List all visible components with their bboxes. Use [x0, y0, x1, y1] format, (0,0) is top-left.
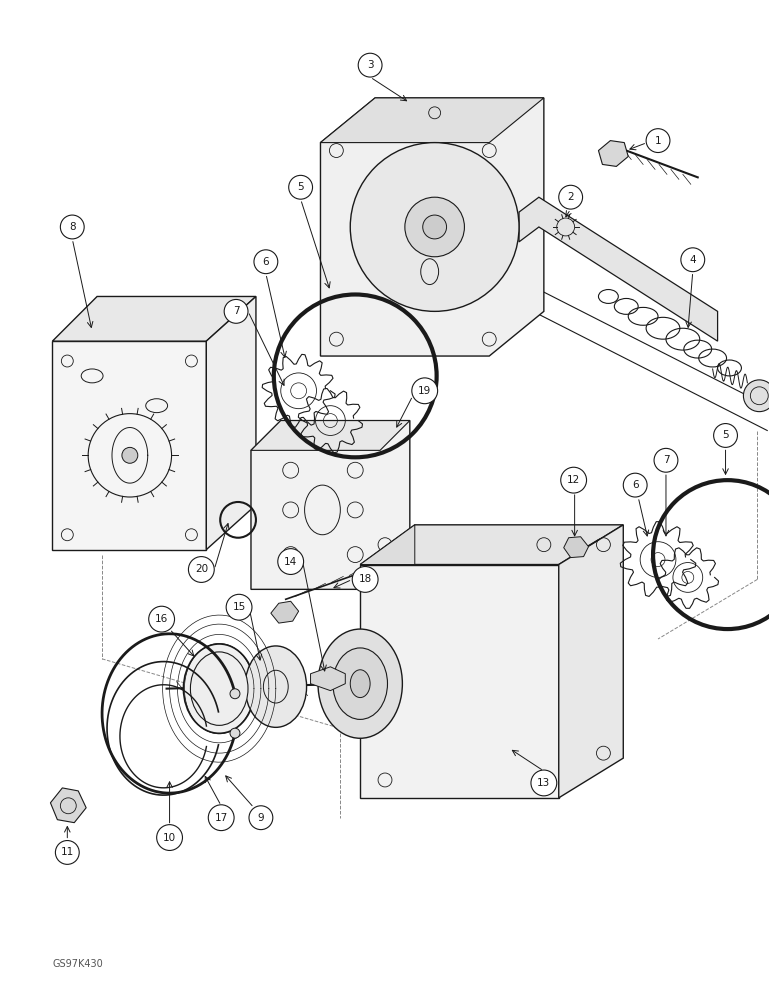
Circle shape — [405, 197, 465, 257]
Polygon shape — [559, 525, 623, 798]
Text: 1: 1 — [655, 136, 662, 146]
Ellipse shape — [191, 652, 248, 725]
Ellipse shape — [318, 629, 402, 738]
Circle shape — [560, 467, 587, 493]
Polygon shape — [519, 197, 718, 341]
Circle shape — [623, 473, 647, 497]
Circle shape — [289, 175, 313, 199]
Text: 19: 19 — [418, 386, 432, 396]
Polygon shape — [310, 667, 345, 691]
Circle shape — [122, 447, 137, 463]
Circle shape — [230, 728, 240, 738]
Circle shape — [681, 248, 705, 272]
Circle shape — [411, 378, 438, 404]
Text: 8: 8 — [69, 222, 76, 232]
Polygon shape — [361, 525, 415, 565]
Circle shape — [188, 557, 215, 582]
Text: 12: 12 — [567, 475, 581, 485]
Text: GS97K430: GS97K430 — [52, 959, 103, 969]
Polygon shape — [251, 421, 410, 589]
Text: 7: 7 — [662, 455, 669, 465]
Polygon shape — [361, 525, 623, 565]
Circle shape — [278, 549, 303, 574]
Polygon shape — [52, 296, 256, 341]
Text: 18: 18 — [358, 574, 372, 584]
Text: 9: 9 — [258, 813, 264, 823]
Circle shape — [531, 770, 557, 796]
Text: 14: 14 — [284, 557, 297, 567]
Text: 13: 13 — [537, 778, 550, 788]
Circle shape — [423, 215, 446, 239]
Circle shape — [743, 380, 772, 412]
Polygon shape — [361, 565, 559, 798]
Text: 11: 11 — [61, 847, 74, 857]
Text: 6: 6 — [262, 257, 269, 267]
Text: 4: 4 — [689, 255, 696, 265]
Circle shape — [149, 606, 174, 632]
Circle shape — [646, 129, 670, 153]
Polygon shape — [598, 141, 628, 166]
Ellipse shape — [184, 644, 255, 733]
Text: 15: 15 — [232, 602, 245, 612]
Circle shape — [230, 689, 240, 699]
Polygon shape — [320, 98, 543, 143]
Ellipse shape — [333, 648, 388, 719]
Circle shape — [249, 806, 273, 830]
Circle shape — [350, 143, 519, 311]
Text: 16: 16 — [155, 614, 168, 624]
Text: 5: 5 — [297, 182, 304, 192]
Circle shape — [654, 448, 678, 472]
Circle shape — [713, 424, 737, 447]
Circle shape — [352, 567, 378, 592]
Ellipse shape — [245, 646, 306, 727]
Text: 6: 6 — [631, 480, 638, 490]
Text: 5: 5 — [723, 430, 729, 440]
Polygon shape — [50, 788, 86, 823]
Circle shape — [224, 299, 248, 323]
Circle shape — [60, 215, 84, 239]
Text: 17: 17 — [215, 813, 228, 823]
Text: 10: 10 — [163, 833, 176, 843]
Circle shape — [559, 185, 583, 209]
Circle shape — [56, 841, 80, 864]
Circle shape — [208, 805, 234, 831]
Circle shape — [254, 250, 278, 274]
Polygon shape — [564, 537, 588, 558]
Circle shape — [226, 594, 252, 620]
Circle shape — [358, 53, 382, 77]
Circle shape — [157, 825, 182, 850]
Polygon shape — [320, 98, 543, 356]
Polygon shape — [251, 421, 410, 450]
Polygon shape — [52, 341, 206, 550]
Text: 20: 20 — [195, 564, 208, 574]
Text: 3: 3 — [367, 60, 374, 70]
Text: 2: 2 — [567, 192, 574, 202]
Text: 7: 7 — [233, 306, 239, 316]
Ellipse shape — [350, 670, 370, 698]
Polygon shape — [271, 601, 299, 623]
Polygon shape — [206, 296, 256, 550]
